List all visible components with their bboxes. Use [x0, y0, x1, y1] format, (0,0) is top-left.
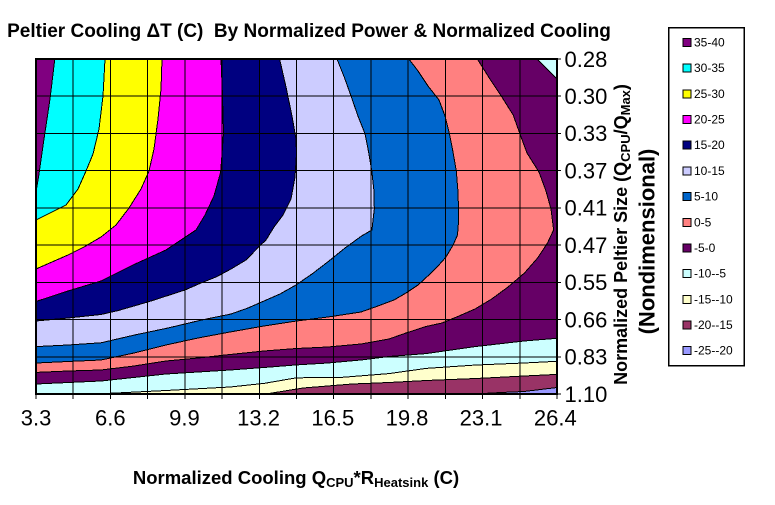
svg-text:26.4: 26.4 — [534, 406, 577, 431]
svg-text:Peltier Cooling ΔT (C) By Nor: Peltier Cooling ΔT (C) By Normalized Pow… — [7, 21, 611, 42]
svg-text:-25--20: -25--20 — [694, 344, 733, 358]
svg-text:-10--5: -10--5 — [694, 267, 726, 281]
svg-text:0.83: 0.83 — [565, 345, 608, 370]
svg-text:25-30: 25-30 — [694, 87, 725, 101]
svg-text:-20--15: -20--15 — [694, 318, 733, 332]
svg-text:0.55: 0.55 — [565, 270, 608, 295]
svg-text:10-15: 10-15 — [694, 164, 725, 178]
svg-text:13.2: 13.2 — [237, 406, 280, 431]
svg-text:30-35: 30-35 — [694, 61, 725, 75]
svg-text:23.1: 23.1 — [460, 406, 503, 431]
svg-text:-15--10: -15--10 — [694, 292, 733, 306]
svg-text:Normalized Peltier Size (QCPU/: Normalized Peltier Size (QCPU/QMax) — [611, 84, 633, 385]
svg-text:0.37: 0.37 — [565, 159, 608, 184]
svg-text:0.33: 0.33 — [565, 121, 608, 146]
svg-text:0.28: 0.28 — [565, 47, 608, 72]
svg-text:16.5: 16.5 — [311, 406, 354, 431]
svg-text:1.10: 1.10 — [565, 382, 608, 407]
svg-text:5-10: 5-10 — [694, 190, 718, 204]
svg-text:20-25: 20-25 — [694, 113, 725, 127]
svg-text:0.66: 0.66 — [565, 307, 608, 332]
svg-text:15-20: 15-20 — [694, 138, 725, 152]
svg-text:(Nondimensional): (Nondimensional) — [635, 149, 660, 335]
svg-text:0.47: 0.47 — [565, 233, 608, 258]
svg-text:35-40: 35-40 — [694, 36, 725, 50]
svg-text:3.3: 3.3 — [21, 406, 52, 431]
svg-text:0-5: 0-5 — [694, 215, 712, 229]
svg-text:0.41: 0.41 — [565, 196, 608, 221]
svg-text:-5-0: -5-0 — [694, 241, 716, 255]
svg-text:6.6: 6.6 — [95, 406, 126, 431]
svg-text:9.9: 9.9 — [169, 406, 200, 431]
svg-text:0.30: 0.30 — [565, 84, 608, 109]
svg-text:19.8: 19.8 — [386, 406, 429, 431]
